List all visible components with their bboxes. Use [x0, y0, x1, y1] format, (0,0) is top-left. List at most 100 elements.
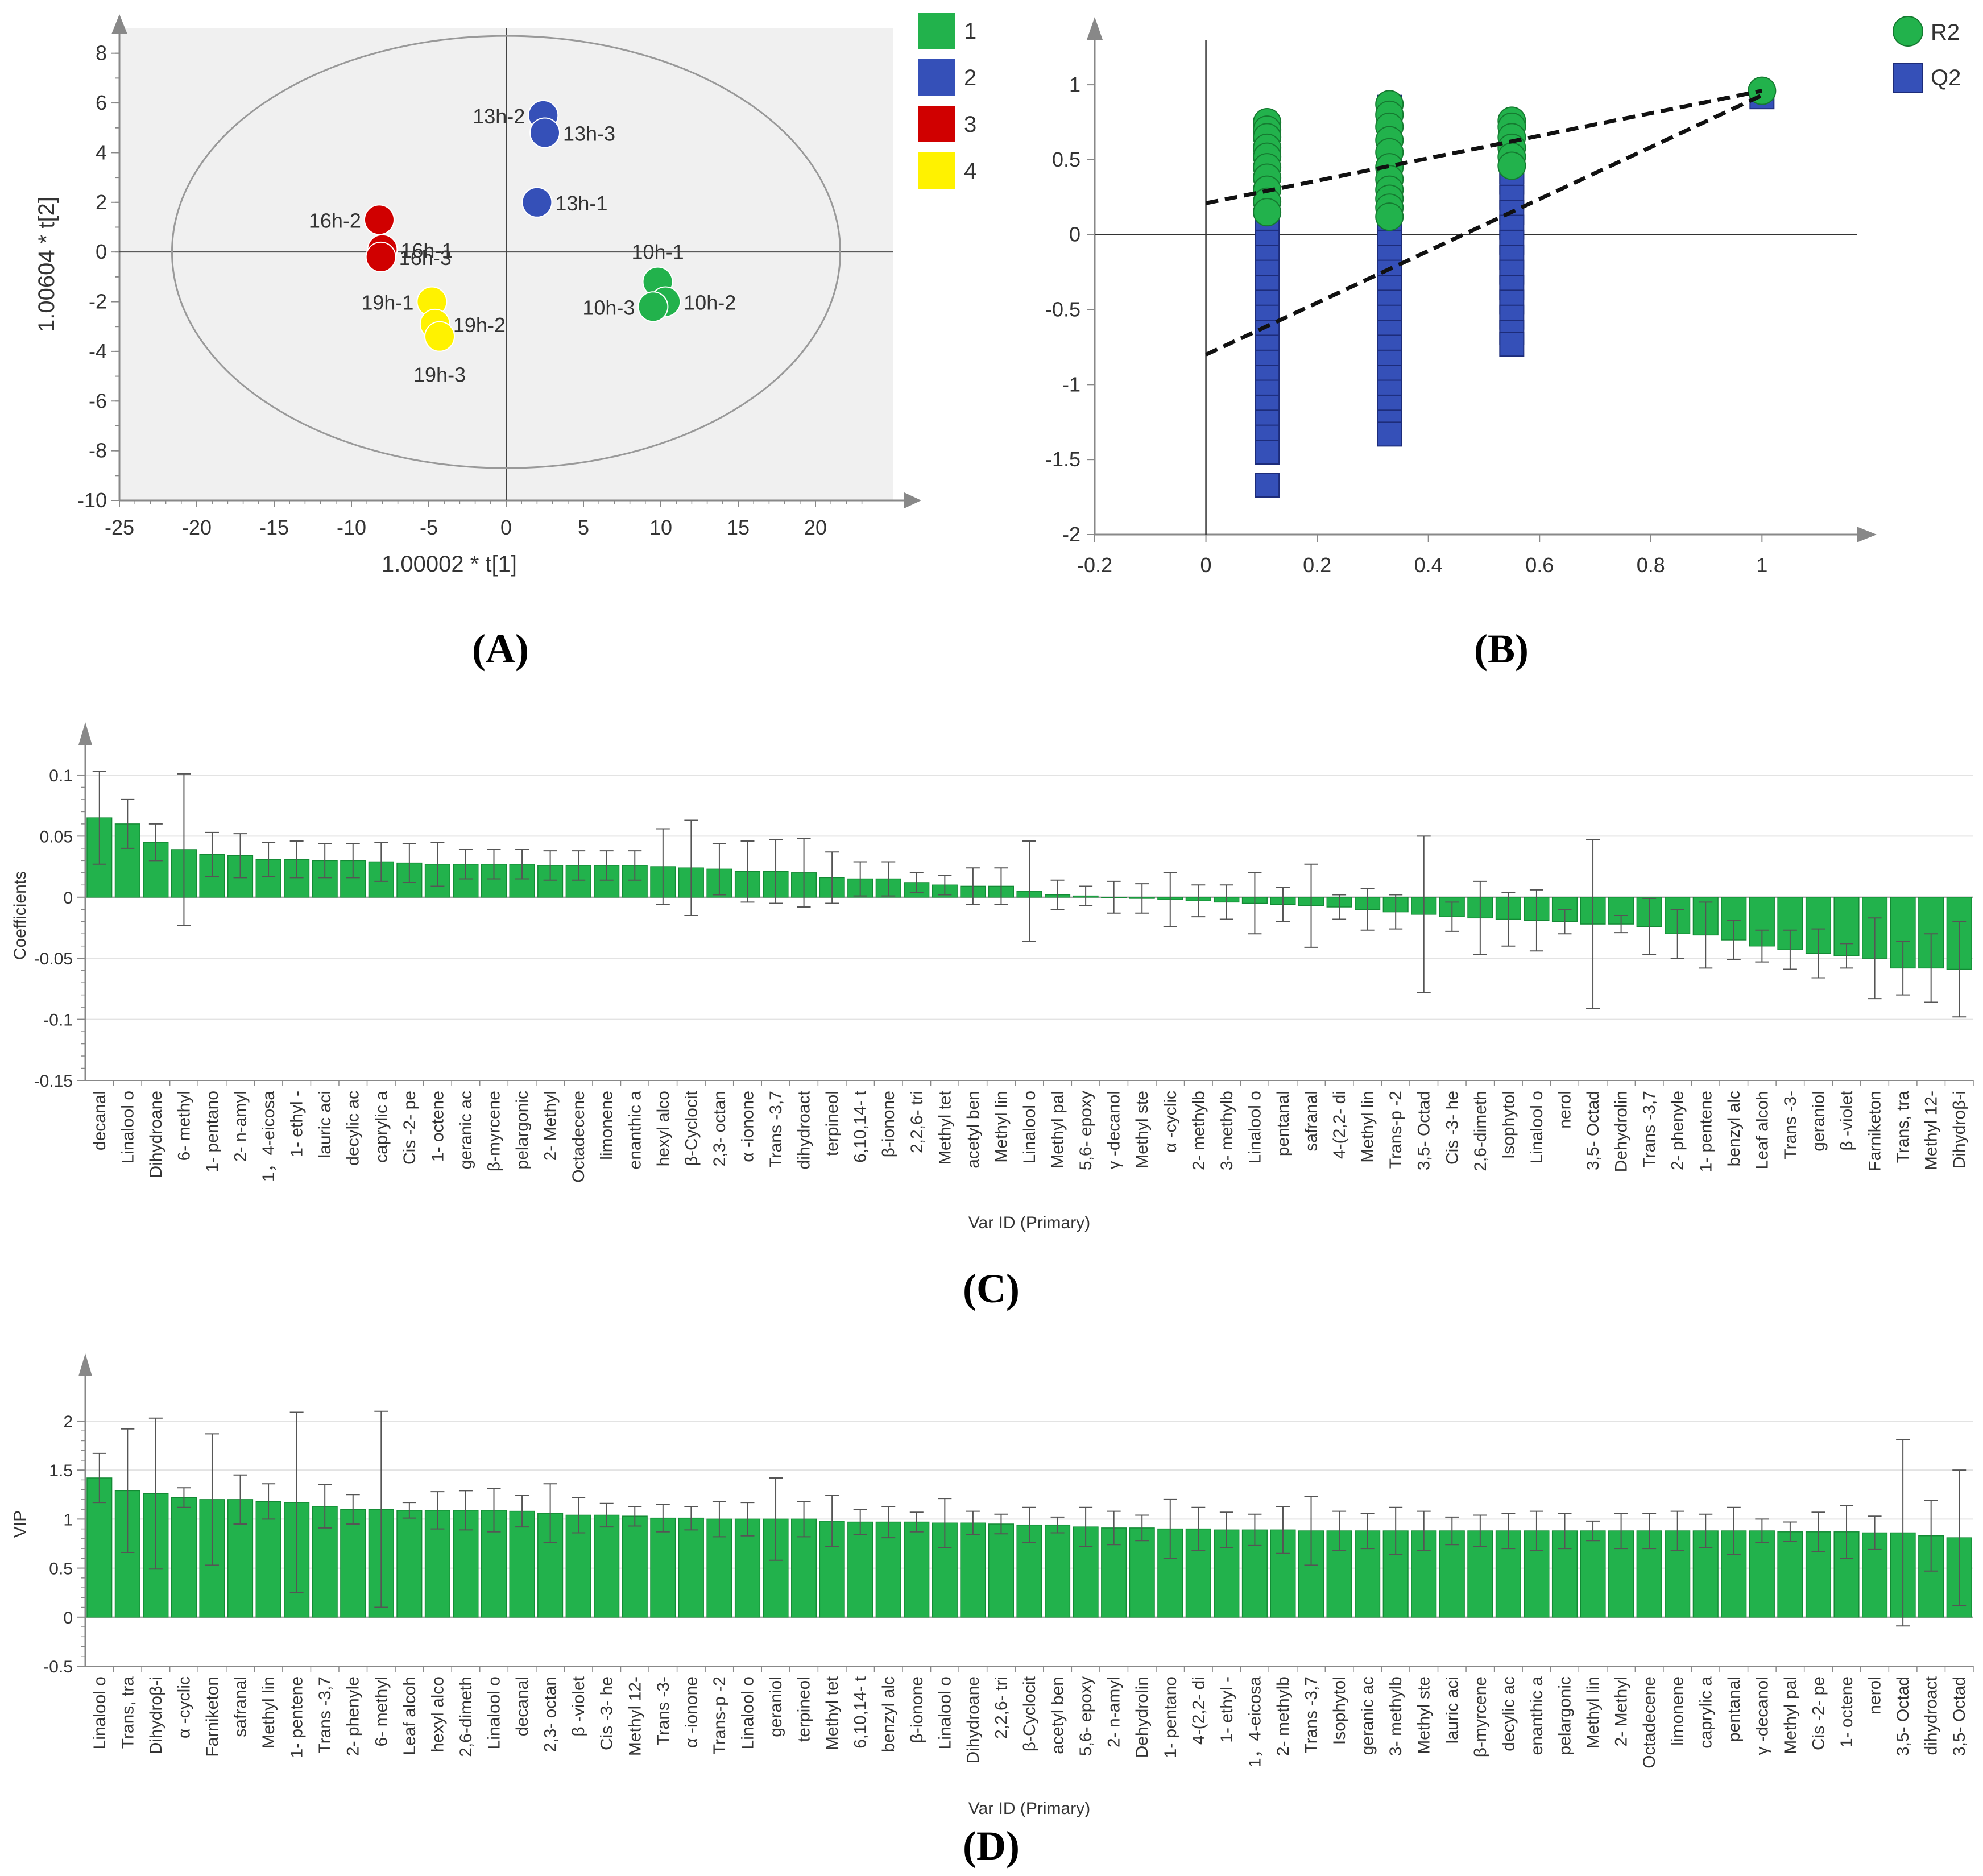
x-tick-label: Methyl 12-: [626, 1676, 644, 1756]
x-tick-label: lauric aci: [316, 1091, 334, 1158]
q2-marker: [1377, 421, 1402, 447]
y-tick-label: 6: [96, 91, 107, 114]
x-axis-label: Var ID (Primary): [968, 1799, 1090, 1818]
y-tick-label: -0.05: [34, 950, 73, 968]
x-tick-label: β-ionone: [879, 1091, 898, 1157]
x-tick-label: Isophytol: [1330, 1676, 1349, 1745]
x-tick-label: 5: [578, 516, 589, 539]
x-tick-label: pentanal: [1274, 1091, 1293, 1156]
x-tick-label: Trans, tra: [1894, 1091, 1912, 1163]
x-tick-label: Farniketon: [1866, 1091, 1885, 1171]
y-tick-label: -1: [1062, 372, 1080, 396]
x-tick-label: Linalool o: [1245, 1091, 1264, 1163]
point-label: 16h-3: [399, 246, 452, 270]
x-tick-label: lauric aci: [1443, 1676, 1462, 1744]
y-axis-label: Coefficients: [11, 871, 30, 960]
point-label: 13h-3: [563, 122, 615, 145]
q2-marker: [1255, 440, 1280, 465]
y-tick-label: -2: [1062, 523, 1080, 546]
x-tick-label: Leaf alcoh: [400, 1676, 419, 1755]
x-tick-label: 2- methylb: [1274, 1676, 1293, 1756]
point-label: 10h-2: [684, 291, 736, 314]
q2-marker: [1499, 332, 1525, 357]
legend-swatch: [918, 106, 955, 142]
y-tick-label: 0.5: [49, 1560, 73, 1579]
y-tick-label: 0.1: [49, 767, 73, 785]
x-tick-label: Methyl 12-: [1922, 1091, 1941, 1170]
x-tick-label: Trans -3-: [654, 1676, 673, 1745]
x-tick-label: 2- phenyle: [1669, 1091, 1687, 1170]
x-tick-label: 3- methylb: [1218, 1091, 1236, 1170]
x-tick-label: 1- ethyl -: [1218, 1676, 1236, 1743]
x-tick-label: Methyl ste: [1415, 1676, 1434, 1754]
score-point: [363, 204, 395, 235]
x-tick-label: Linalool o: [1527, 1091, 1546, 1163]
legend-swatch: [918, 13, 955, 49]
legend-r2-marker: [1893, 16, 1923, 47]
x-tick-label: pelargonic: [1555, 1676, 1574, 1755]
x-tick-label: α -cyclic: [175, 1676, 193, 1738]
x-tick-label: Methyl tet: [935, 1090, 954, 1165]
y-tick-label: 0.05: [40, 827, 73, 846]
x-tick-label: 2,6-dimeth: [1471, 1091, 1490, 1171]
x-tick-label: Trans, tra: [118, 1676, 137, 1749]
x-tick-label: Trans -3,7: [767, 1091, 785, 1168]
bar: [678, 1517, 704, 1618]
legend-label: Q2: [1931, 65, 1961, 90]
x-tick-label: Cis -3- he: [1443, 1091, 1462, 1165]
x-tick-label: 20: [804, 516, 827, 539]
y-tick-label: -6: [89, 389, 107, 412]
x-tick-label: geraniol: [767, 1676, 785, 1737]
x-tick-label: 1- octene: [428, 1091, 447, 1162]
x-tick-label: 0: [1200, 553, 1212, 577]
x-axis-arrow: [1857, 527, 1877, 542]
y-tick-label: -0.15: [34, 1072, 73, 1091]
x-tick-label: Trans -3,7: [316, 1676, 334, 1754]
y-axis-label: 1.00604 * t[2]: [34, 197, 59, 332]
bar: [396, 1510, 423, 1618]
y-tick-label: -2: [89, 290, 107, 313]
bar: [847, 1521, 873, 1618]
point-label: 16h-1: [400, 239, 453, 262]
x-tick-label: 5,6- epoxy: [1077, 1676, 1095, 1756]
bar: [509, 1510, 535, 1618]
x-tick-label: 3- methylb: [1386, 1676, 1405, 1756]
x-tick-label: 10: [649, 516, 672, 539]
point-label: 10h-1: [632, 241, 684, 264]
bar: [988, 1523, 1015, 1618]
x-tick-label: 1- pentene: [288, 1676, 307, 1758]
x-tick-label: geraniol: [1809, 1091, 1828, 1152]
panel-label-d: (D): [963, 1823, 1020, 1869]
x-tick-label: 1: [1756, 553, 1767, 577]
y-tick-label: -1.5: [1045, 448, 1080, 471]
x-tick-label: dihydroact: [1922, 1676, 1941, 1755]
x-tick-label: Trans-p -2: [710, 1676, 729, 1754]
x-tick-label: 2,2,6- tri: [908, 1091, 926, 1153]
point-label: 10h-3: [582, 296, 635, 319]
x-tick-label: Cis -2- pe: [1809, 1676, 1828, 1750]
y-tick-label: 0: [1069, 223, 1080, 246]
x-tick-label: 2- n-amyl: [231, 1091, 250, 1162]
x-tick-label: pentanal: [1725, 1676, 1744, 1742]
x-tick-label: Linalool o: [738, 1676, 757, 1749]
x-tick-label: 1- pentene: [1696, 1091, 1715, 1172]
legend-label: 4: [964, 159, 976, 184]
y-axis-label: VIP: [11, 1510, 30, 1538]
point-label: 19h-2: [453, 313, 506, 337]
x-tick-label: decanal: [90, 1091, 109, 1150]
y-tick-label: -0.5: [43, 1658, 73, 1676]
legend-swatch: [918, 59, 955, 96]
y-axis-arrow: [111, 14, 127, 34]
y-tick-label: 2: [63, 1413, 73, 1431]
y-tick-label: 8: [96, 42, 107, 65]
x-tick-label: pelargonic: [513, 1091, 532, 1169]
panel-label-c: (C): [963, 1266, 1020, 1311]
y-tick-label: 0.5: [1052, 148, 1080, 171]
x-tick-label: 1，4-eicosa: [259, 1091, 278, 1182]
y-tick-label: -0.1: [43, 1011, 73, 1030]
x-tick-label: Methyl lin: [259, 1676, 278, 1749]
bar: [1439, 1530, 1465, 1618]
vip-bar-chart: -0.5 0 0.5 1 1.5 2 VIP Linalool o Trans, tra Dihy…: [11, 1353, 1974, 1818]
x-tick-label: Methyl tet: [823, 1676, 842, 1750]
bar: [960, 1522, 986, 1618]
